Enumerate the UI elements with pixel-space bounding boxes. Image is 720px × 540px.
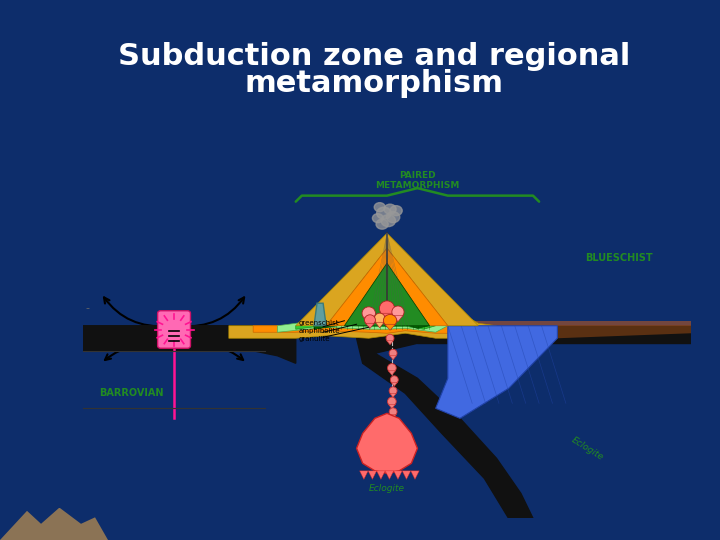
- Circle shape: [384, 204, 396, 214]
- Polygon shape: [410, 471, 419, 480]
- Polygon shape: [344, 263, 430, 326]
- Polygon shape: [418, 321, 691, 326]
- Text: -: -: [86, 303, 90, 313]
- Polygon shape: [277, 296, 448, 332]
- Polygon shape: [402, 471, 410, 480]
- Ellipse shape: [392, 306, 404, 318]
- Text: BARROVIAN: BARROVIAN: [99, 388, 163, 399]
- Ellipse shape: [364, 315, 375, 325]
- Ellipse shape: [387, 363, 396, 373]
- Ellipse shape: [390, 376, 398, 384]
- Polygon shape: [388, 404, 395, 409]
- Ellipse shape: [389, 349, 397, 357]
- Text: greenschist
amphibolite
granulite: greenschist amphibolite granulite: [299, 320, 341, 342]
- Polygon shape: [356, 326, 691, 518]
- Polygon shape: [418, 326, 691, 343]
- Polygon shape: [0, 508, 108, 540]
- Polygon shape: [388, 371, 395, 375]
- Polygon shape: [359, 471, 368, 480]
- Polygon shape: [381, 313, 393, 321]
- Polygon shape: [229, 268, 497, 338]
- Circle shape: [374, 202, 385, 212]
- Text: PAIRED: PAIRED: [399, 171, 436, 180]
- Text: METAMORPHISM: METAMORPHISM: [375, 181, 459, 190]
- Circle shape: [390, 206, 402, 215]
- Ellipse shape: [362, 307, 375, 320]
- Polygon shape: [296, 233, 478, 326]
- Polygon shape: [314, 313, 430, 329]
- Text: Subduction zone and regional: Subduction zone and regional: [118, 42, 631, 71]
- Polygon shape: [253, 281, 460, 333]
- Polygon shape: [366, 323, 374, 328]
- Polygon shape: [296, 306, 436, 329]
- Circle shape: [372, 214, 383, 222]
- Polygon shape: [377, 471, 385, 480]
- Polygon shape: [390, 414, 396, 418]
- Polygon shape: [391, 382, 397, 386]
- Polygon shape: [394, 471, 402, 480]
- Polygon shape: [384, 324, 395, 330]
- Ellipse shape: [374, 313, 385, 325]
- Circle shape: [376, 219, 388, 229]
- Polygon shape: [375, 322, 384, 328]
- Polygon shape: [314, 303, 326, 326]
- Polygon shape: [368, 471, 377, 480]
- Polygon shape: [364, 317, 374, 323]
- Polygon shape: [356, 413, 418, 474]
- Circle shape: [381, 215, 395, 227]
- Ellipse shape: [379, 301, 395, 316]
- Polygon shape: [393, 316, 402, 322]
- Ellipse shape: [389, 408, 397, 416]
- Polygon shape: [387, 341, 393, 345]
- Ellipse shape: [383, 314, 397, 327]
- FancyBboxPatch shape: [158, 310, 191, 348]
- Ellipse shape: [387, 397, 396, 406]
- Polygon shape: [390, 356, 396, 360]
- Polygon shape: [326, 248, 448, 326]
- Circle shape: [387, 212, 400, 222]
- Circle shape: [377, 207, 391, 219]
- Text: BLUESCHIST: BLUESCHIST: [585, 253, 652, 263]
- Ellipse shape: [386, 334, 394, 342]
- Polygon shape: [385, 471, 394, 480]
- Ellipse shape: [389, 387, 397, 395]
- Text: Eclogite: Eclogite: [570, 435, 606, 462]
- Polygon shape: [557, 326, 691, 338]
- Ellipse shape: [390, 418, 398, 426]
- Polygon shape: [436, 326, 557, 418]
- Text: metamorphism: metamorphism: [245, 69, 504, 98]
- Polygon shape: [391, 424, 397, 428]
- Text: Eclogite: Eclogite: [369, 484, 405, 493]
- Polygon shape: [83, 326, 296, 363]
- Polygon shape: [390, 393, 396, 397]
